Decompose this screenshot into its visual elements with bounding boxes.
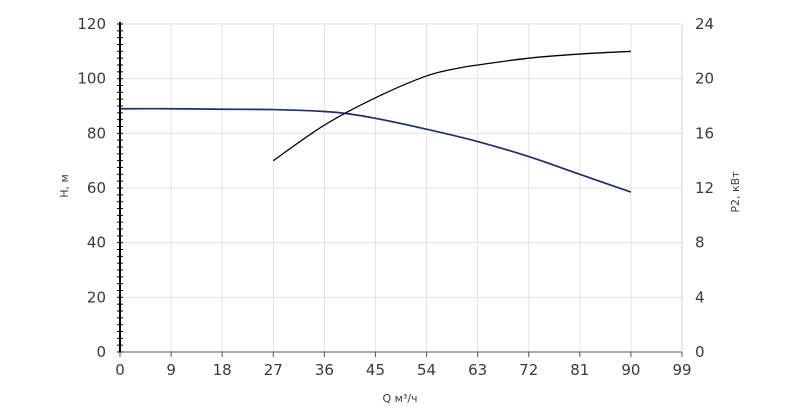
power-curve-line	[272, 50, 631, 162]
x-tick-label: 90	[621, 361, 640, 379]
x-axis-title: Q м³/ч	[382, 392, 417, 405]
x-tick-label: 45	[366, 361, 385, 379]
series-group	[119, 50, 632, 193]
right-tick-label: 16	[695, 124, 714, 142]
right-tick-label: 12	[695, 179, 714, 197]
right-tick-label: 20	[695, 70, 714, 88]
x-tick-label: 72	[519, 361, 538, 379]
right-tick-label: 8	[695, 234, 705, 252]
x-tick-label: 27	[264, 361, 283, 379]
x-tick-label: 0	[115, 361, 125, 379]
axes-group: 0 9 18 27 36 45 54 63 72 81 90 99020406080100120048…	[77, 15, 714, 379]
left-tick-label: 100	[77, 70, 106, 88]
left-tick-label: 120	[77, 15, 106, 33]
left-tick-label: 20	[87, 288, 106, 306]
x-tick-label: 99	[672, 361, 691, 379]
grid-lines	[120, 23, 683, 352]
left-tick-label: 0	[96, 343, 106, 361]
right-tick-label: 4	[695, 288, 705, 306]
right-tick-label: 24	[695, 15, 714, 33]
right-axis-title: P2, кВт	[729, 171, 742, 213]
x-tick-label: 81	[570, 361, 589, 379]
x-tick-label: 63	[468, 361, 487, 379]
head-curve-line	[119, 107, 632, 193]
x-tick-label: 18	[213, 361, 232, 379]
x-tick-label: 9	[166, 361, 176, 379]
left-tick-label: 60	[87, 179, 106, 197]
x-tick-label: 36	[315, 361, 334, 379]
left-tick-label: 80	[87, 124, 106, 142]
right-tick-label: 0	[695, 343, 705, 361]
left-axis-title: H, м	[58, 174, 71, 198]
left-tick-label: 40	[87, 234, 106, 252]
x-tick-label: 54	[417, 361, 436, 379]
